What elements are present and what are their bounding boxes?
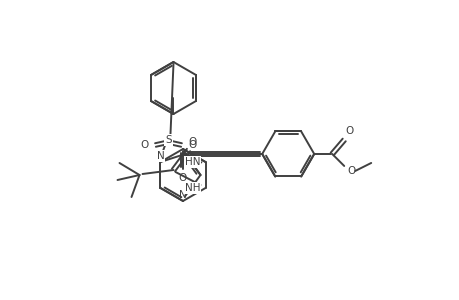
Text: S: S bbox=[165, 135, 171, 145]
Text: N: N bbox=[156, 151, 164, 161]
Text: NH: NH bbox=[185, 183, 200, 193]
Text: O: O bbox=[347, 166, 354, 176]
Text: O: O bbox=[344, 126, 353, 136]
Text: O: O bbox=[140, 140, 148, 150]
Text: N: N bbox=[179, 190, 186, 200]
Text: O: O bbox=[188, 140, 196, 150]
Text: O: O bbox=[179, 173, 187, 183]
Text: HN: HN bbox=[185, 157, 200, 167]
Text: O: O bbox=[188, 137, 196, 147]
